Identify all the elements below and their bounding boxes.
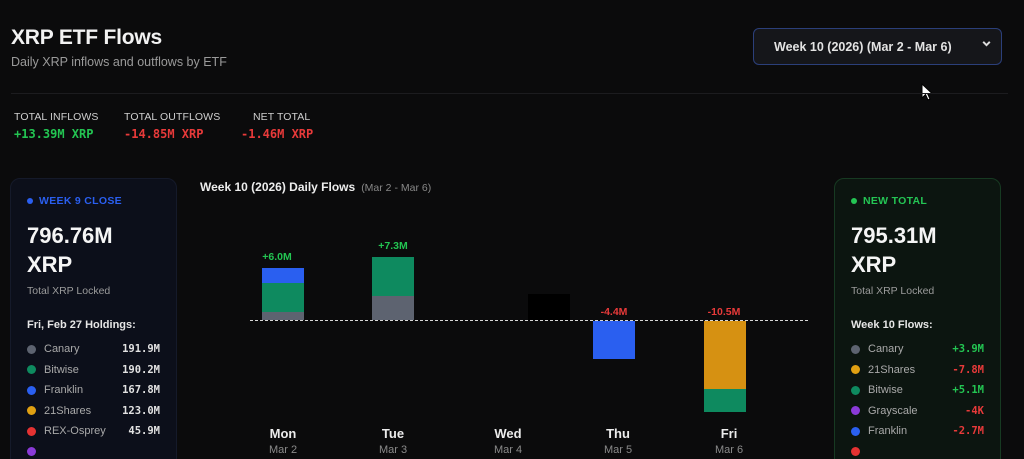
bar-segment-canary <box>262 312 304 320</box>
list-item <box>27 442 160 459</box>
list-item: 21Shares 123.0M <box>27 401 160 422</box>
status-dot-icon <box>851 198 857 204</box>
page-title: XRP ETF Flows <box>11 26 163 49</box>
chevron-down-icon <box>981 38 992 52</box>
canary-swatch-icon <box>27 344 36 354</box>
bar-segment-bitwise <box>262 283 304 312</box>
bitwise-swatch-icon <box>851 385 860 395</box>
week9-total-caption: Total XRP Locked <box>27 285 111 297</box>
list-item: Canary 191.9M <box>27 339 160 360</box>
header-divider <box>11 93 1008 94</box>
week-select-value: Week 10 (2026) (Mar 2 - Mar 6) <box>774 39 952 54</box>
net-total-stat: NET TOTAL -1.46M XRP <box>241 111 313 141</box>
bar-segment-franklin <box>593 321 635 359</box>
bar-segment-21shares <box>704 321 746 389</box>
x-tick-mon: Mon Mar 2 <box>268 426 298 456</box>
list-item: Bitwise +5.1M <box>851 380 984 401</box>
bar-mon[interactable] <box>262 268 304 320</box>
status-dot-icon <box>27 198 33 204</box>
week9-close-panel: WEEK 9 CLOSE 796.76M XRP Total XRP Locke… <box>10 178 177 459</box>
chart-range: (Mar 2 - Mar 6) <box>361 182 432 194</box>
week10-flows-title: Week 10 Flows: <box>851 319 933 331</box>
bar-label-fri: -10.5M <box>707 306 741 318</box>
list-item: REX-Osprey 45.9M <box>27 421 160 442</box>
bar-fri[interactable] <box>704 321 746 412</box>
bar-wed-empty <box>528 294 570 320</box>
new-total-caption: Total XRP Locked <box>851 285 935 297</box>
holdings-title: Fri, Feb 27 Holdings: <box>27 319 136 331</box>
x-tick-thu: Thu Mar 5 <box>603 426 633 456</box>
new-total-panel: NEW TOTAL 795.31M XRP Total XRP Locked W… <box>834 178 1001 459</box>
bar-segment-bitwise <box>372 257 414 296</box>
bar-segment-canary <box>372 296 414 320</box>
week9-close-tag: WEEK 9 CLOSE <box>27 195 160 207</box>
x-tick-wed: Wed Mar 4 <box>493 426 523 456</box>
total-outflows-label: TOTAL OUTFLOWS <box>124 111 221 123</box>
daily-flows-chart: +6.0M +7.3M -4.4M -10.5M Mon Mar 2 Tue Mar… <box>190 200 820 459</box>
net-total-label: NET TOTAL <box>253 111 311 123</box>
page-subtitle: Daily XRP inflows and outflows by ETF <box>11 55 227 69</box>
total-outflows-value: -14.85M XRP <box>124 127 204 141</box>
x-tick-tue: Tue Mar 3 <box>378 426 408 456</box>
grayscale-swatch-icon <box>27 447 36 457</box>
new-total-amount: 795.31M XRP <box>851 223 937 277</box>
bar-tue[interactable] <box>372 257 414 320</box>
total-inflows-value: +13.39M XRP <box>14 127 94 141</box>
x-tick-fri: Fri Mar 6 <box>714 426 744 456</box>
bar-segment-bitwise <box>704 389 746 412</box>
bar-label-thu: -4.4M <box>600 306 628 318</box>
total-outflows-stat: TOTAL OUTFLOWS -14.85M XRP <box>124 111 220 141</box>
list-item: Bitwise 190.2M <box>27 360 160 381</box>
zero-baseline <box>250 320 808 321</box>
total-inflows-stat: TOTAL INFLOWS +13.39M XRP <box>14 111 99 141</box>
bitwise-swatch-icon <box>27 365 36 375</box>
rex-osprey-swatch-icon <box>851 447 860 457</box>
bar-thu[interactable] <box>593 321 635 359</box>
bar-label-tue: +7.3M <box>378 240 408 252</box>
week10-flows-list: Canary +3.9M 21Shares -7.8M Bitwise +5.1M G… <box>851 339 984 459</box>
total-inflows-label: TOTAL INFLOWS <box>14 111 99 123</box>
bar-label-mon: +6.0M <box>262 251 292 263</box>
franklin-swatch-icon <box>851 426 860 436</box>
chart-title: Week 10 (2026) Daily Flows (Mar 2 - Mar 6… <box>200 180 432 194</box>
week-select[interactable]: Week 10 (2026) (Mar 2 - Mar 6) <box>753 28 1002 65</box>
rex-osprey-swatch-icon <box>27 426 36 436</box>
list-item: Grayscale -4K <box>851 401 984 422</box>
bar-segment-franklin <box>262 268 304 283</box>
week9-total-amount: 796.76M XRP <box>27 223 113 277</box>
net-total-value: -1.46M XRP <box>241 127 314 141</box>
list-item: Franklin 167.8M <box>27 380 160 401</box>
list-item <box>851 442 984 459</box>
franklin-swatch-icon <box>27 385 36 395</box>
21shares-swatch-icon <box>851 365 860 375</box>
grayscale-swatch-icon <box>851 406 860 416</box>
list-item: Canary +3.9M <box>851 339 984 360</box>
canary-swatch-icon <box>851 344 860 354</box>
list-item: 21Shares -7.8M <box>851 360 984 381</box>
new-total-tag: NEW TOTAL <box>851 195 984 207</box>
list-item: Franklin -2.7M <box>851 421 984 442</box>
21shares-swatch-icon <box>27 406 36 416</box>
holdings-list: Canary 191.9M Bitwise 190.2M Franklin 167.8… <box>27 339 160 459</box>
